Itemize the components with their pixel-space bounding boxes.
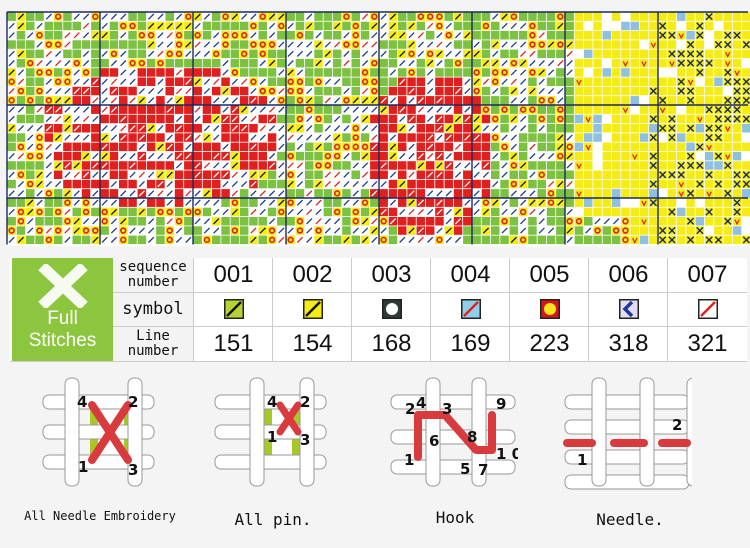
diagram-half-stitch: 4 2 1 3 bbox=[214, 377, 327, 487]
caption-hook: Hook bbox=[435, 508, 475, 527]
circle-on-dark-icon bbox=[381, 299, 402, 319]
slash-on-yellow-icon bbox=[302, 299, 323, 319]
symbol-cell bbox=[588, 292, 668, 326]
step-number: 1 bbox=[267, 428, 277, 446]
step-number: 8 bbox=[467, 428, 477, 446]
yellow-dot-on-red-icon bbox=[539, 299, 560, 319]
caption-all-needle-embroidery: All Needle Embroidery bbox=[24, 509, 176, 523]
diagram-hook-stitch: 2 4 3 9 6 8 1 5 7 1 0 bbox=[390, 377, 518, 487]
symbol-cell bbox=[509, 292, 589, 326]
sequence-number-cell: 002 bbox=[272, 258, 352, 292]
line-number-cell: 318 bbox=[588, 326, 668, 361]
diagram-needle-stitch: 21 bbox=[563, 377, 692, 490]
color-legend-table: Full Stitches sequence number symbol Lin… bbox=[10, 258, 747, 362]
sequence-number-cell: 005 bbox=[509, 258, 589, 292]
symbol-cell bbox=[667, 292, 747, 326]
step-number: 3 bbox=[442, 400, 452, 418]
cross-stitch-pattern-preview bbox=[6, 11, 750, 246]
step-number: 2 bbox=[405, 400, 415, 418]
step-number: 1 bbox=[78, 458, 88, 476]
step-number: 4 bbox=[416, 394, 426, 412]
line-number-cell: 154 bbox=[272, 326, 352, 361]
step-number: 2 bbox=[300, 393, 310, 411]
step-number: 3 bbox=[300, 431, 310, 449]
step-number: 6 bbox=[429, 432, 439, 450]
step-number: 7 bbox=[478, 461, 488, 479]
brand-line1: Full bbox=[47, 308, 78, 329]
sequence-number-cell: 006 bbox=[588, 258, 668, 292]
full-stitches-badge: Full Stitches bbox=[12, 258, 113, 361]
symbol-cell bbox=[430, 292, 510, 326]
line-number-cell: 151 bbox=[193, 326, 273, 361]
row-label-symbol: symbol bbox=[113, 292, 193, 326]
red-slash-on-blue-icon bbox=[460, 299, 481, 319]
x-stitch-icon bbox=[38, 264, 88, 308]
line-number-cell: 223 bbox=[509, 326, 589, 361]
step-number: 2 bbox=[128, 393, 138, 411]
caption-all-pin: All pin. bbox=[234, 510, 312, 529]
caption-needle: Needle. bbox=[596, 510, 664, 529]
sequence-number-cell: 001 bbox=[193, 258, 273, 292]
sequence-number-cell: 004 bbox=[430, 258, 510, 292]
step-number: 2 bbox=[672, 416, 682, 434]
step-number: 1 bbox=[404, 451, 414, 469]
step-number: 3 bbox=[128, 461, 138, 479]
step-number: 4 bbox=[77, 393, 87, 411]
line-number-cell: 321 bbox=[667, 326, 747, 361]
slash-on-lime-icon bbox=[223, 299, 244, 319]
red-slash-on-white-icon bbox=[697, 299, 718, 319]
sequence-number-cell: 007 bbox=[667, 258, 747, 292]
step-number: 1 bbox=[577, 451, 587, 469]
chevron-on-lilac-icon bbox=[618, 299, 639, 319]
diagram-full-stitch: 4 2 1 3 bbox=[42, 377, 155, 487]
line-number-cell: 169 bbox=[430, 326, 510, 361]
symbol-cell bbox=[193, 292, 273, 326]
symbol-cell bbox=[272, 292, 352, 326]
step-number: 9 bbox=[496, 395, 506, 413]
symbol-cell bbox=[351, 292, 431, 326]
brand-line2: Stitches bbox=[28, 330, 97, 351]
row-label-sequence: sequence number bbox=[113, 258, 193, 292]
row-label-line: Line number bbox=[113, 326, 193, 361]
step-number: 1 0 bbox=[496, 445, 518, 463]
step-number: 5 bbox=[460, 460, 470, 478]
line-number-cell: 168 bbox=[351, 326, 431, 361]
sequence-number-cell: 003 bbox=[351, 258, 431, 292]
step-number: 4 bbox=[267, 393, 277, 411]
